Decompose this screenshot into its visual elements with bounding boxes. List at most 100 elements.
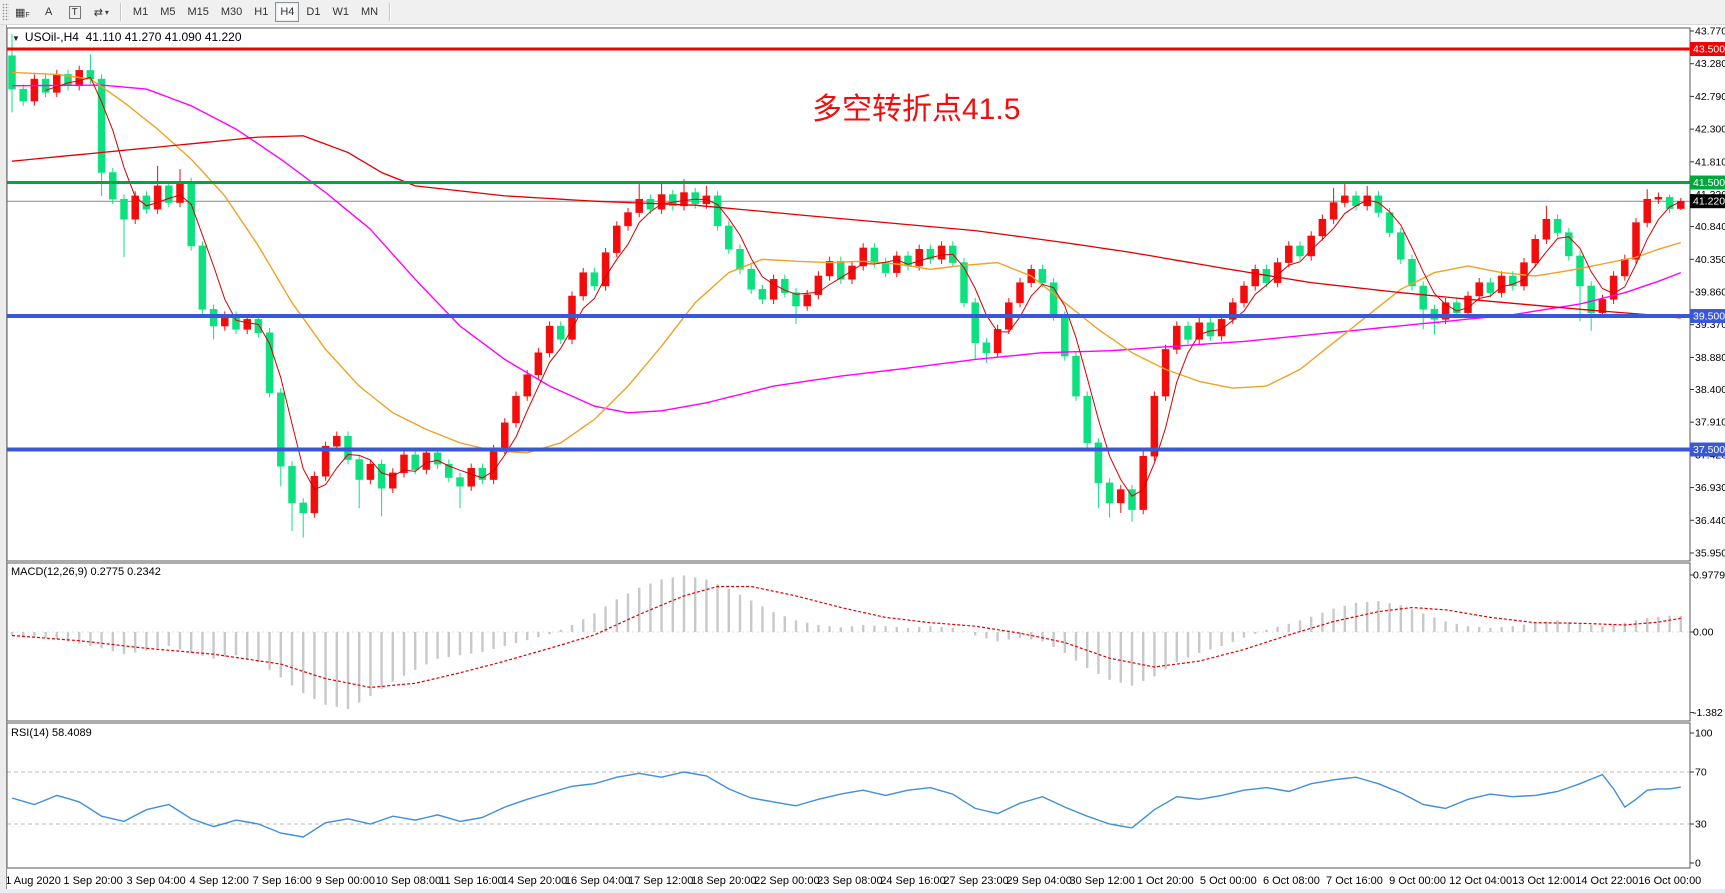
price-tick-label: 36.440 (1695, 515, 1725, 527)
timeframe-mn-button[interactable]: MN (356, 2, 383, 22)
timeframe-d1-button[interactable]: D1 (301, 2, 325, 22)
ma-orange-line (11, 71, 1681, 454)
date-label: 9 Oct 00:00 (1389, 875, 1446, 887)
panel-border (6, 27, 1691, 562)
tool-dropdown-caret: ▾ (104, 7, 109, 17)
svg-text:41.500: 41.500 (1693, 177, 1725, 189)
macd-tick-label: 0.00 (1693, 627, 1714, 639)
symbol-dropdown-icon[interactable]: ▼ (12, 34, 20, 43)
date-label: 14 Sep 20:00 (502, 875, 567, 887)
svg-text:41.220: 41.220 (1693, 196, 1725, 208)
price-tick-label: 42.790 (1695, 91, 1725, 103)
text-label-tool-button[interactable]: A (37, 2, 61, 22)
date-label: 24 Sep 16:00 (880, 875, 945, 887)
svg-text:43.500: 43.500 (1693, 44, 1725, 56)
ohlc-values: 41.110 41.270 41.090 41.220 (85, 30, 242, 44)
macd-tick-label: 0.9779 (1693, 569, 1725, 581)
price-tick-label: 40.350 (1695, 254, 1725, 266)
rsi-tick-label: 0 (1695, 858, 1701, 870)
ma-magenta-line (12, 84, 1682, 414)
date-label: 29 Sep 04:00 (1006, 875, 1071, 887)
date-label: 12 Oct 04:00 (1449, 875, 1512, 887)
toolbar-separator (119, 3, 122, 21)
date-label: 11 Sep 16:00 (439, 875, 504, 887)
date-label: 7 Oct 16:00 (1326, 875, 1383, 887)
date-label: 13 Oct 12:00 (1512, 875, 1575, 887)
price-tick-label: 42.300 (1695, 124, 1725, 136)
timeframe-m5-button[interactable]: M5 (155, 2, 180, 22)
panel-border (6, 722, 1691, 869)
cycle-arrows-tool-button[interactable]: ⇄ ▾ (89, 2, 114, 22)
date-label: 7 Sep 16:00 (253, 875, 312, 887)
price-tick-label: 43.280 (1695, 58, 1725, 70)
date-label: 1 Oct 20:00 (1137, 875, 1194, 887)
price-tick-label: 37.910 (1695, 417, 1725, 429)
price-badge-37.500: 37.500 (1690, 442, 1725, 457)
timeframe-h1-button[interactable]: H1 (249, 2, 273, 22)
macd-tick-label: -1.382 (1693, 707, 1723, 719)
price-badge-43.500: 43.500 (1690, 42, 1725, 57)
rsi-tick-label: 100 (1695, 728, 1713, 740)
timeframe-m30-button[interactable]: M30 (216, 2, 247, 22)
rsi-line (11, 771, 1681, 838)
date-label: 10 Sep 08:00 (376, 875, 441, 887)
price-tick-label: 39.860 (1695, 286, 1725, 298)
date-label: 3 Sep 04:00 (126, 875, 185, 887)
panel-bg (7, 563, 1690, 721)
rsi-tick-label: 70 (1695, 767, 1707, 779)
svg-text:37.500: 37.500 (1693, 444, 1725, 456)
price-badge-39.500: 39.500 (1690, 309, 1725, 324)
date-label: 14 Oct 22:00 (1575, 875, 1638, 887)
date-label: 4 Sep 12:00 (190, 875, 249, 887)
panel-bg (7, 723, 1690, 868)
date-label: 23 Sep 08:00 (817, 875, 882, 887)
price-tick-label: 38.400 (1695, 384, 1725, 396)
timeframe-w1-button[interactable]: W1 (327, 2, 354, 22)
text-box-tool-button[interactable]: T (63, 2, 87, 22)
macd-signal-line (11, 585, 1681, 689)
price-badge-41.220: 41.220 (1690, 194, 1725, 209)
date-label: 30 Sep 12:00 (1069, 875, 1134, 887)
chart-template-tool-button[interactable]: ▦ F (10, 2, 35, 22)
timeframe-h4-button[interactable]: H4 (275, 2, 300, 22)
time-axis[interactable]: 31 Aug 2020 1 Sep 20:00 3 Sep 04:00 4 Sep 1… (0, 875, 1701, 887)
panel-border (6, 562, 1691, 722)
price-tick-label: 40.840 (1695, 221, 1725, 233)
date-label: 5 Oct 00:00 (1200, 875, 1257, 887)
rsi-indicator-label: RSI(14) 58.4089 (11, 727, 92, 739)
date-label: 31 Aug 2020 (0, 875, 61, 887)
date-label: 22 Sep 00:00 (754, 875, 819, 887)
toolbar: ▦ F A T ⇄ ▾ M1 M5 M15 M30 H1 H4 D1 W1 MN (0, 0, 1725, 25)
ma-slow-red-line (11, 135, 1681, 319)
date-label: 27 Sep 23:00 (943, 875, 1008, 887)
toolbar-drag-handle[interactable] (2, 3, 9, 21)
symbol-period-label: USOil-,H4 (24, 30, 79, 44)
chart-left-frame (0, 24, 7, 893)
timeframe-m15-button[interactable]: M15 (182, 2, 213, 22)
date-label: 9 Sep 00:00 (316, 875, 375, 887)
chart-text-annotation[interactable]: 多空转折点41.5 (812, 93, 1021, 126)
date-label: 16 Sep 04:00 (565, 875, 630, 887)
price-tick-label: 36.930 (1695, 482, 1725, 494)
date-label: 18 Sep 20:00 (691, 875, 756, 887)
timeframe-m1-button[interactable]: M1 (128, 2, 153, 22)
macd-panel (7, 575, 1690, 709)
price-tick-label: 41.810 (1695, 156, 1725, 168)
window-bottom-edge (0, 889, 1725, 893)
svg-text:39.500: 39.500 (1693, 311, 1725, 323)
date-label: 6 Oct 08:00 (1263, 875, 1320, 887)
price-tick-label: 43.770 (1695, 26, 1725, 38)
date-label: 16 Oct 00:00 (1638, 875, 1701, 887)
rsi-tick-label: 30 (1695, 819, 1707, 831)
price-tick-label: 38.880 (1695, 352, 1725, 364)
ma-fast-red-line (45, 76, 1682, 497)
date-label: 17 Sep 12:00 (628, 875, 693, 887)
macd-indicator-label: MACD(12,26,9) 0.2775 0.2342 (11, 566, 161, 578)
chart-title: ▼ USOil-,H4 41.110 41.270 41.090 41.220 (12, 30, 242, 44)
date-label: 1 Sep 20:00 (63, 875, 122, 887)
price-badge-41.500: 41.500 (1690, 175, 1725, 190)
toolbar-separator (389, 3, 392, 21)
rsi-panel (7, 771, 1690, 825)
